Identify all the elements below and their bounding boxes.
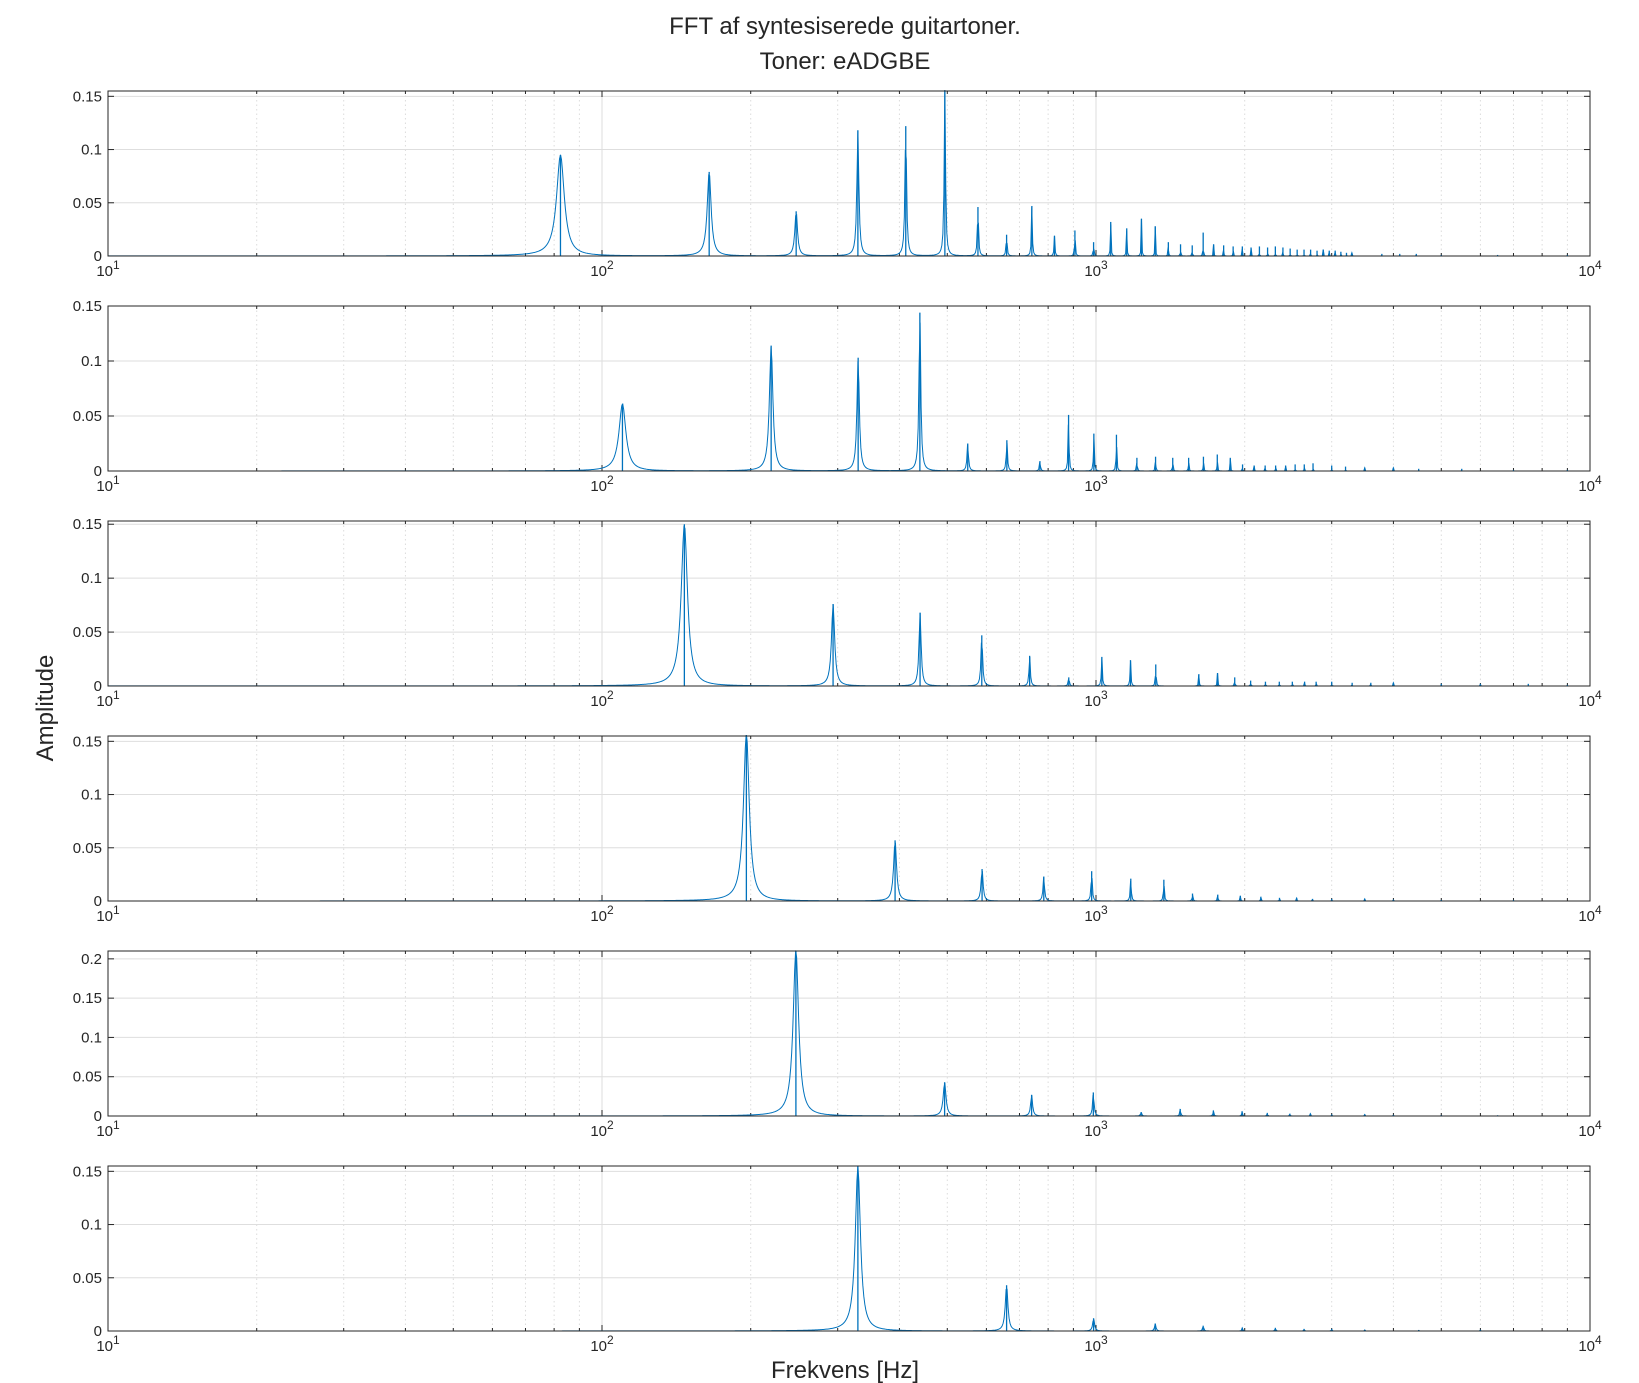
y-tick-label: 0 — [94, 1108, 102, 1125]
axes-box — [107, 950, 1591, 1117]
x-tick-label: 101 — [96, 688, 120, 710]
x-tick-label: 101 — [96, 258, 120, 280]
plot-area — [108, 736, 1590, 901]
y-tick-label: 0.1 — [81, 1029, 102, 1046]
y-tick-label: 0.05 — [73, 840, 102, 857]
plot-area — [108, 91, 1590, 256]
x-tick-label: 104 — [1578, 1333, 1602, 1355]
x-axis-label: Frekvens [Hz] — [771, 1357, 919, 1383]
y-tick-label: 0.05 — [73, 408, 102, 425]
y-axis-label: Amplitude — [32, 655, 59, 762]
y-tick-label: 0.2 — [81, 951, 102, 968]
x-tick-label: 104 — [1578, 903, 1602, 925]
x-tick-label: 101 — [96, 1118, 120, 1140]
y-tick-label: 0.15 — [73, 990, 102, 1007]
y-tick-label: 0 — [94, 678, 102, 695]
x-tick-label: 104 — [1578, 473, 1602, 495]
y-tick-label: 0.15 — [73, 733, 102, 750]
y-tick-label: 0 — [94, 248, 102, 265]
plot-area — [108, 521, 1590, 686]
axes-box — [107, 520, 1591, 687]
x-tick-label: 101 — [96, 1333, 120, 1355]
x-tick-label: 103 — [1084, 688, 1108, 710]
subplot-2: 0 0.05 0.1 0.15 101 102 103 104 — [73, 298, 1602, 495]
axes-box — [107, 735, 1591, 902]
y-tick-label: 0.05 — [73, 624, 102, 641]
x-tick-label: 102 — [590, 1118, 614, 1140]
x-tick-label: 104 — [1578, 258, 1602, 280]
y-tick-label: 0.15 — [73, 298, 102, 315]
x-tick-label: 102 — [590, 473, 614, 495]
subplot-4: 0 0.05 0.1 0.15 101 102 103 104 — [73, 733, 1602, 925]
axes-box — [107, 305, 1591, 472]
y-tick-label: 0 — [94, 1323, 102, 1340]
x-tick-label: 103 — [1084, 258, 1108, 280]
subplot-6: 0 0.05 0.1 0.15 101 102 103 104 — [73, 1163, 1602, 1355]
x-tick-label: 104 — [1578, 1118, 1602, 1140]
plot-area — [108, 1166, 1590, 1331]
y-tick-label: 0.15 — [73, 1163, 102, 1180]
x-tick-label: 103 — [1084, 1118, 1108, 1140]
x-tick-label: 101 — [96, 903, 120, 925]
y-tick-label: 0.1 — [81, 142, 102, 159]
subplot-5: 0 0.05 0.1 0.15 0.2 101 102 103 104 — [73, 950, 1602, 1140]
y-tick-label: 0.1 — [81, 570, 102, 587]
x-tick-label: 103 — [1084, 473, 1108, 495]
y-tick-label: 0.15 — [73, 88, 102, 105]
y-tick-label: 0.1 — [81, 353, 102, 370]
subplot-3: 0 0.05 0.1 0.15 101 102 103 104 — [73, 516, 1602, 710]
chart-title-line-2: Toner: eADGBE — [760, 48, 931, 75]
axes-box — [107, 1165, 1591, 1332]
x-tick-label: 102 — [590, 1333, 614, 1355]
y-tick-label: 0.1 — [81, 787, 102, 804]
y-tick-label: 0.05 — [73, 195, 102, 212]
subplots: 0 0.05 0.1 0.15 101 102 103 104 0 0.05 0.1 0.15 101 1… — [73, 88, 1602, 1355]
x-tick-label: 103 — [1084, 903, 1108, 925]
x-tick-label: 102 — [590, 903, 614, 925]
axes-box — [107, 90, 1591, 257]
subplot-1: 0 0.05 0.1 0.15 101 102 103 104 — [73, 88, 1602, 280]
y-tick-label: 0.15 — [73, 516, 102, 533]
y-tick-label: 0.1 — [81, 1217, 102, 1234]
x-tick-label: 101 — [96, 473, 120, 495]
chart-title-line-1: FFT af syntesiserede guitartoner. — [669, 13, 1021, 40]
x-tick-label: 103 — [1084, 1333, 1108, 1355]
y-tick-label: 0.05 — [73, 1270, 102, 1287]
y-tick-label: 0 — [94, 463, 102, 480]
y-tick-label: 0.05 — [73, 1069, 102, 1086]
x-tick-label: 102 — [590, 258, 614, 280]
y-tick-label: 0 — [94, 893, 102, 910]
x-tick-label: 104 — [1578, 688, 1602, 710]
plot-area — [108, 951, 1590, 1116]
plot-area — [108, 306, 1590, 471]
x-tick-label: 102 — [590, 688, 614, 710]
